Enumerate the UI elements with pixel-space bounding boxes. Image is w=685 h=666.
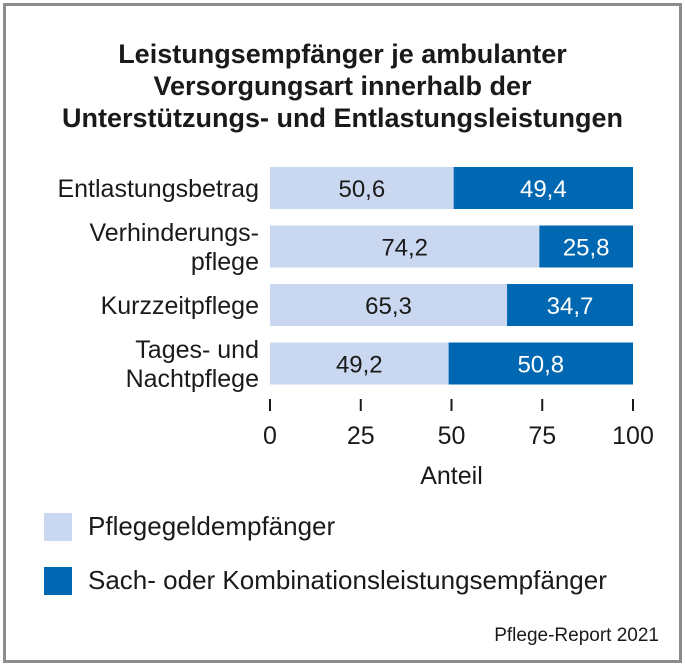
bar-sach-kombination-1 [539,225,633,268]
data-label-sach-kombination-3: 50,8 [517,352,564,379]
category-label-1-0: Verhinderungs- [89,219,259,247]
chart-title: Leistungsempfänger je ambulanter Versorg… [0,38,685,134]
bar-sach-kombination-3 [448,342,633,385]
data-label-pflegegeld-1: 74,2 [381,235,428,262]
category-label-1-1: pflege [191,248,259,276]
bar-sach-kombination-2 [507,284,633,326]
legend-label-pflegegeld: Pflegegeldempfänger [88,511,336,541]
legend-swatch-sach-kombination [44,567,72,595]
source-note: Pflege-Report 2021 [494,625,659,646]
data-label-pflegegeld-0: 50,6 [338,176,385,203]
x-tick-label-0: 0 [263,422,277,450]
data-label-sach-kombination-1: 25,8 [563,235,610,262]
data-label-sach-kombination-0: 49,4 [520,176,567,203]
chart-title-line-1: Leistungsempfänger je ambulanter [118,39,567,69]
data-label-sach-kombination-2: 34,7 [547,293,594,320]
x-tick-label-75: 75 [528,422,556,450]
chart-title-line-3: Unterstützungs- und Entlastungsleistunge… [62,103,623,133]
legend-swatch-pflegegeld [44,513,72,541]
x-axis-label: Anteil [420,462,483,490]
category-label-3-0: Tages- und [135,336,259,364]
bar-pflegegeld-1 [270,225,540,268]
x-tick-label-50: 50 [438,422,466,450]
category-label-2-0: Kurzzeitpflege [101,292,259,320]
bar-pflegegeld-3 [270,342,449,385]
legend-label-sach-kombination: Sach- oder Kombinationsleistungsempfänge… [88,565,607,595]
chart-frame [3,3,682,663]
x-tick-label-25: 25 [347,422,375,450]
bar-pflegegeld-2 [270,284,508,326]
category-label-0-0: Entlastungsbetrag [57,175,259,203]
x-tick-label-100: 100 [612,422,654,450]
chart-title-line-2: Versorgungsart innerhalb der [153,71,532,101]
data-label-pflegegeld-3: 49,2 [336,352,383,379]
data-label-pflegegeld-2: 65,3 [365,293,412,320]
bar-pflegegeld-0 [270,167,454,209]
category-label-3-1: Nachtpflege [126,365,259,393]
bar-sach-kombination-0 [453,167,633,209]
